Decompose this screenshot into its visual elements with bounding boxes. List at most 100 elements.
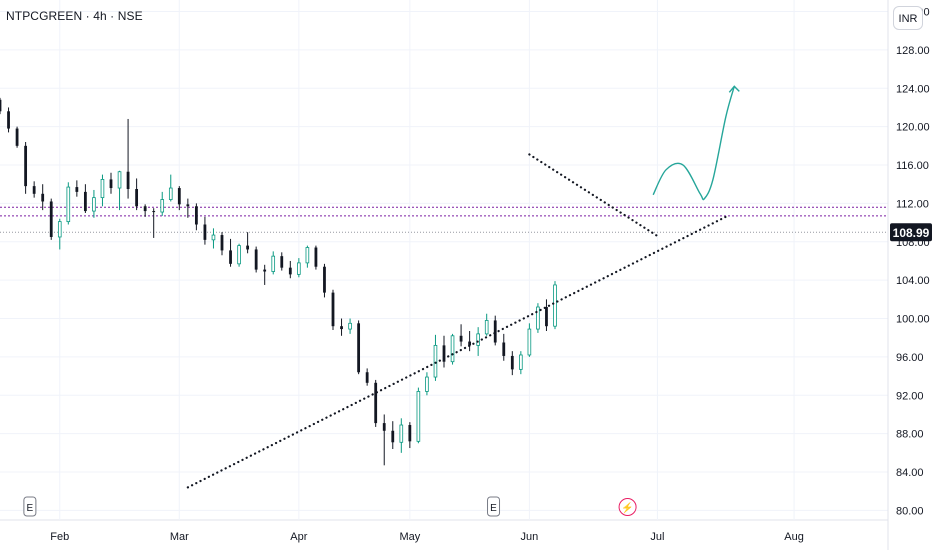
candle-body <box>152 211 156 213</box>
event-label: E <box>27 503 34 514</box>
horizontal-levels <box>0 206 888 233</box>
candle-body <box>433 344 438 378</box>
candle-body <box>7 111 10 129</box>
candle-body <box>49 201 53 237</box>
projection-curve <box>652 86 735 201</box>
candle-body <box>519 354 523 370</box>
candle-body <box>348 322 352 330</box>
candle-body <box>493 320 497 343</box>
event-markers: E E ⚡ <box>23 496 637 517</box>
candle-body <box>502 342 506 356</box>
x-tick-label: May <box>399 531 420 543</box>
dotted-trendline <box>186 215 727 489</box>
candle-body <box>288 267 292 275</box>
candle-body <box>305 247 310 264</box>
candle-body <box>66 186 71 223</box>
event-label: E <box>490 503 497 514</box>
candle-body <box>194 206 198 225</box>
candle-body <box>211 234 216 241</box>
trendlines <box>186 153 727 489</box>
candle-body <box>126 171 130 190</box>
candle-body <box>24 145 28 187</box>
symbol-title: NTPCGREEN · 4h · NSE <box>6 9 143 23</box>
candle-body <box>476 333 480 346</box>
currency-button[interactable]: INR <box>893 6 923 30</box>
last-price-box <box>890 223 932 242</box>
x-tick-label: Mar <box>170 531 189 543</box>
y-tick-label: 92.00 <box>896 390 924 402</box>
candle-body <box>220 235 224 251</box>
y-tick-label: 128.00 <box>896 45 930 57</box>
x-tick-label: Jun <box>521 531 539 543</box>
candle-body <box>203 224 207 240</box>
candle-body <box>365 372 369 383</box>
candle-body <box>425 376 429 392</box>
dotted-trendline <box>528 153 659 238</box>
y-tick-label: 112.00 <box>896 198 929 210</box>
y-tick-label: 84.00 <box>896 467 924 479</box>
x-tick-label: Aug <box>784 531 804 543</box>
candle-body <box>484 320 489 335</box>
y-tick-label: 124.00 <box>896 83 930 95</box>
candle-body <box>399 424 404 443</box>
y-tick-label: 104.00 <box>896 275 930 287</box>
candle-body <box>374 382 378 424</box>
candle-body <box>545 307 548 327</box>
projection-arrow <box>652 85 740 201</box>
candle-body <box>109 179 113 189</box>
candle-body <box>168 187 173 200</box>
earnings-marker <box>23 496 37 517</box>
x-tick-label: Feb <box>50 531 69 543</box>
y-tick-label: 96.00 <box>896 352 924 364</box>
candle-body <box>160 199 165 213</box>
candle-body <box>553 284 557 327</box>
candle-body <box>382 423 386 431</box>
candle-body <box>186 204 190 207</box>
candle-body <box>263 269 267 272</box>
candle-body <box>32 186 36 194</box>
grid <box>0 0 889 550</box>
y-tick-label: 120.00 <box>896 122 930 134</box>
candle-body <box>246 245 250 250</box>
candles <box>0 97 557 466</box>
candle-body <box>450 335 455 363</box>
y-tick-label: 80.00 <box>896 505 924 517</box>
candle-body <box>297 262 301 275</box>
candle-body <box>459 335 463 342</box>
candle-body <box>254 249 258 270</box>
candle-body <box>177 188 181 205</box>
candle-body <box>357 323 361 373</box>
candle-body <box>143 206 147 212</box>
candle-body <box>391 430 395 443</box>
last-price-badge: 108.99 <box>890 223 932 242</box>
candle-body <box>229 250 232 264</box>
candle-body <box>408 425 412 442</box>
time-axis: Feb Mar Apr May Jun Jul Aug <box>50 531 804 543</box>
candle-body <box>416 391 421 442</box>
candle-body <box>468 341 472 346</box>
candle-body <box>510 355 514 370</box>
candle-body <box>442 345 446 362</box>
candle-body <box>314 247 318 267</box>
candle-body <box>280 256 284 268</box>
candle-body <box>135 189 139 207</box>
candle-body <box>0 99 2 112</box>
candle-body <box>271 255 276 272</box>
dividend-marker <box>618 498 637 516</box>
candle-body <box>237 245 241 265</box>
candle-body <box>75 187 79 192</box>
x-tick-label: Jul <box>650 531 664 543</box>
earnings-marker <box>487 496 501 517</box>
candle-body <box>100 179 105 199</box>
candle-body <box>15 128 19 146</box>
arrow-head <box>728 85 740 93</box>
y-tick-label: 100.00 <box>896 314 930 326</box>
price-axis: 132.00128.00124.00120.00116.00112.00108.… <box>896 7 930 518</box>
candle-body <box>340 326 343 330</box>
x-tick-label: Apr <box>290 531 307 543</box>
last-price-label: 108.99 <box>893 226 930 240</box>
candle-body <box>117 171 122 189</box>
candle-body <box>83 191 87 212</box>
